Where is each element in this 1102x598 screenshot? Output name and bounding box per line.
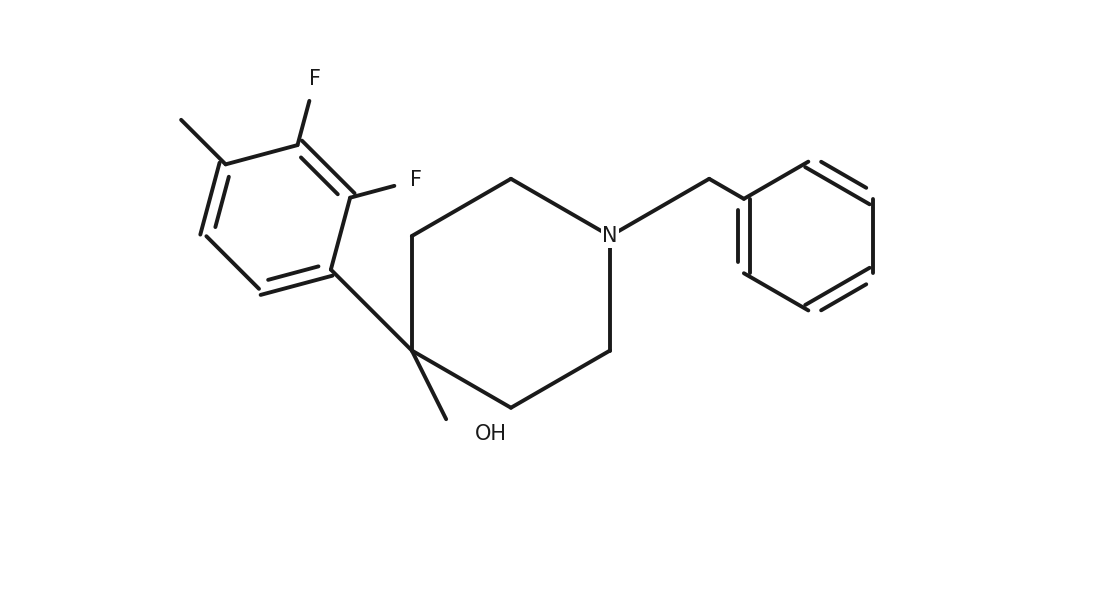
Text: N: N [603, 226, 618, 246]
Text: OH: OH [475, 424, 507, 444]
Text: F: F [310, 69, 322, 89]
Text: F: F [410, 170, 422, 190]
